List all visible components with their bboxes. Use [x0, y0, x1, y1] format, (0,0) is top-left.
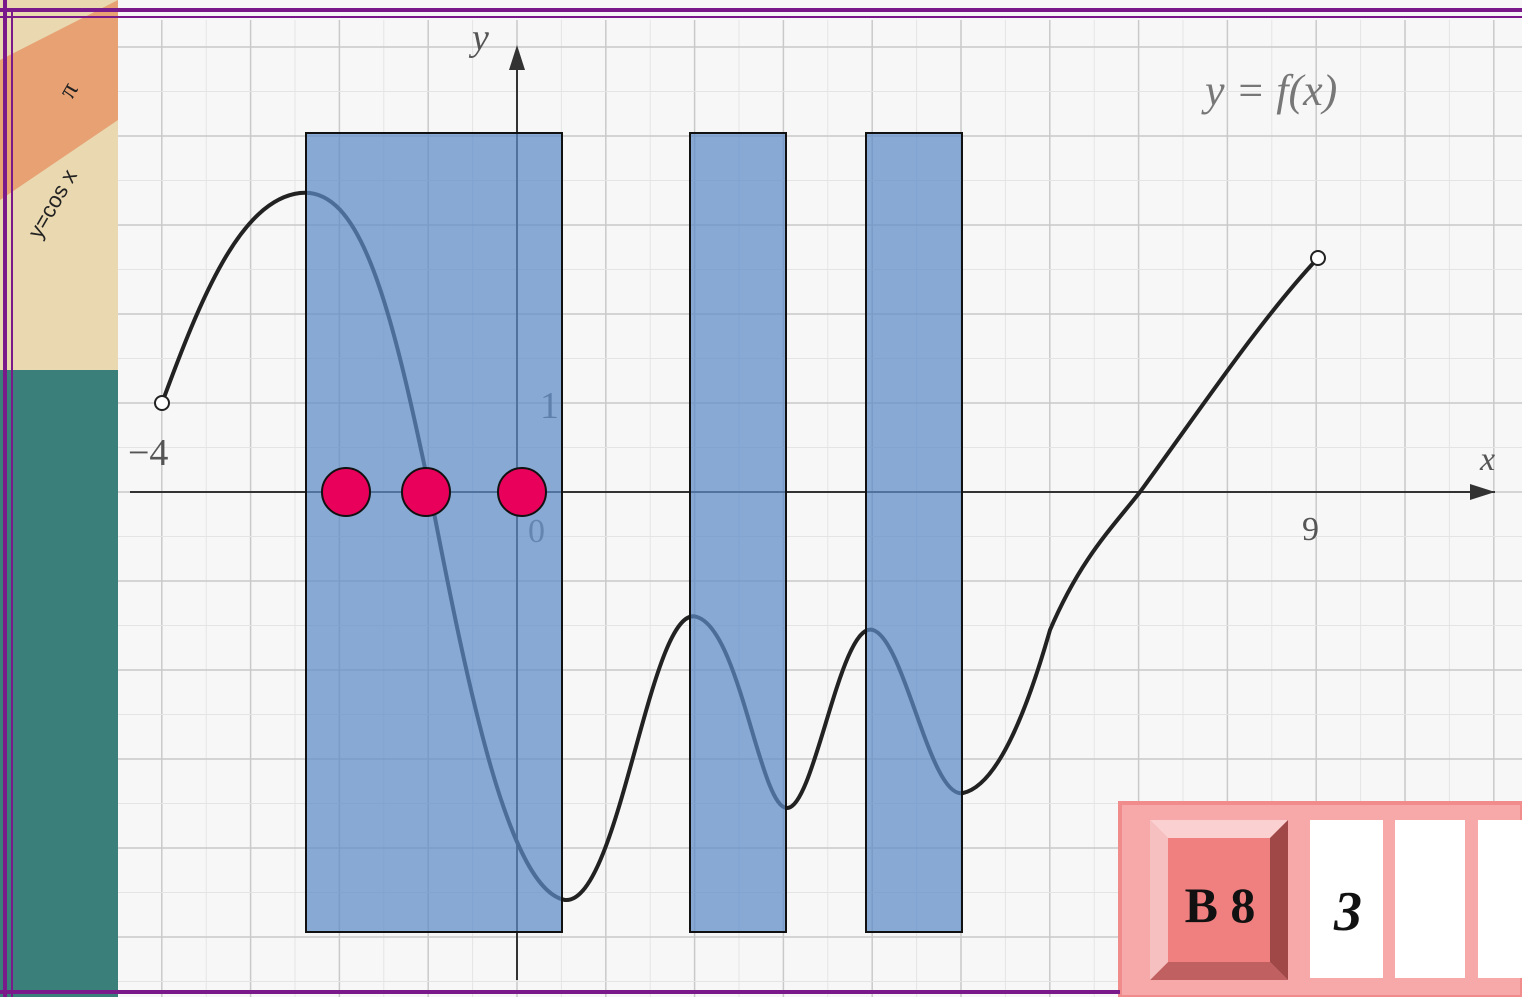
interval-highlight [690, 133, 786, 932]
interval-highlight [866, 133, 962, 932]
button-bevel [1270, 820, 1288, 980]
button-bevel [1150, 820, 1288, 838]
answer-value: 3 [1333, 881, 1362, 943]
interval-highlight [306, 133, 562, 932]
slide: π y=cos x x y 0 −4 9 1 y = f(x) B 8 3 [0, 0, 1522, 997]
button-bevel [1150, 820, 1168, 980]
marker-dot [322, 468, 370, 516]
button-bevel [1150, 962, 1288, 980]
answer-cell [1478, 820, 1522, 978]
marker-dot [402, 468, 450, 516]
task-label: B 8 [1185, 877, 1256, 933]
open-endpoint [155, 396, 169, 410]
marker-dot [498, 468, 546, 516]
function-label: y = f(x) [1201, 66, 1337, 115]
decoration-panel [0, 370, 118, 997]
x-min-label: −4 [128, 432, 168, 474]
x-label: x [1479, 441, 1495, 478]
answer-cell [1395, 820, 1465, 978]
open-endpoint [1311, 251, 1325, 265]
x-max-label: 9 [1302, 511, 1319, 548]
y-label: y [468, 17, 489, 59]
